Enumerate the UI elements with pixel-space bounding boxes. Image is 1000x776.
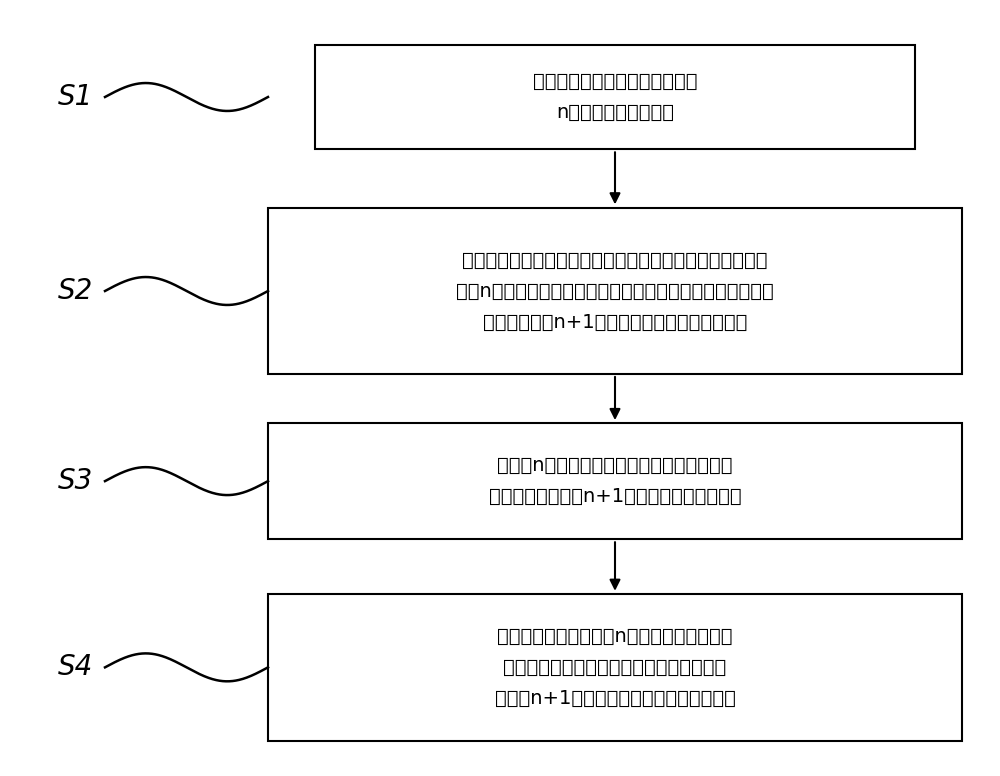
Text: 核心筒n+1层墙柱剩余节点进行钢筋绑扎。: 核心筒n+1层墙柱剩余节点进行钢筋绑扎。 bbox=[495, 689, 735, 708]
Text: 筋平台上将核心筒n+1层的梁板进行钢筋绑扎: 筋平台上将核心筒n+1层的梁板进行钢筋绑扎 bbox=[489, 487, 741, 506]
Text: S4: S4 bbox=[57, 653, 93, 681]
Text: 行混凝土浇筑，并在顶平台和绑筋平台上将: 行混凝土浇筑，并在顶平台和绑筋平台上将 bbox=[503, 658, 727, 677]
Text: 心筒n层上已绑扎的钢筋进行模板合模，并在顶平台和绑筋平: 心筒n层上已绑扎的钢筋进行模板合模，并在顶平台和绑筋平 bbox=[456, 282, 774, 300]
Text: 将提升架向上爬升一层，在过渡平台和模板操作平台上将核: 将提升架向上爬升一层，在过渡平台和模板操作平台上将核 bbox=[462, 251, 768, 269]
Bar bbox=[268, 423, 962, 539]
Bar bbox=[268, 208, 962, 375]
Text: S3: S3 bbox=[57, 467, 93, 495]
Text: 在顶平台和绑筋平台上将核心筒: 在顶平台和绑筋平台上将核心筒 bbox=[533, 72, 697, 91]
Text: S1: S1 bbox=[57, 83, 93, 111]
Text: 核心筒n层模板合模完成之后，在顶平台和绑: 核心筒n层模板合模完成之后，在顶平台和绑 bbox=[497, 456, 733, 475]
Text: 台上将核心筒n+1层墙柱部分节点进行钢筋绑扎: 台上将核心筒n+1层墙柱部分节点进行钢筋绑扎 bbox=[483, 313, 747, 331]
Text: n层墙柱进行钢筋绑扎: n层墙柱进行钢筋绑扎 bbox=[556, 103, 674, 122]
Text: 在过渡平台上对核心筒n层合模之后的钢筋进: 在过渡平台上对核心筒n层合模之后的钢筋进 bbox=[497, 627, 733, 646]
Text: S2: S2 bbox=[57, 277, 93, 305]
Bar bbox=[315, 44, 915, 149]
Bar bbox=[268, 594, 962, 741]
